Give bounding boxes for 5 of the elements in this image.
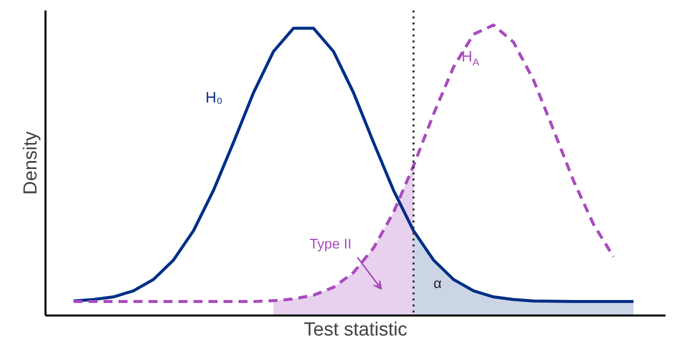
annotation: Type II	[310, 236, 352, 252]
annotation: H₀	[206, 89, 223, 106]
y-axis-title: Density	[20, 130, 42, 195]
annotation: α	[434, 274, 442, 291]
x-axis-title: Test statistic	[304, 320, 408, 340]
